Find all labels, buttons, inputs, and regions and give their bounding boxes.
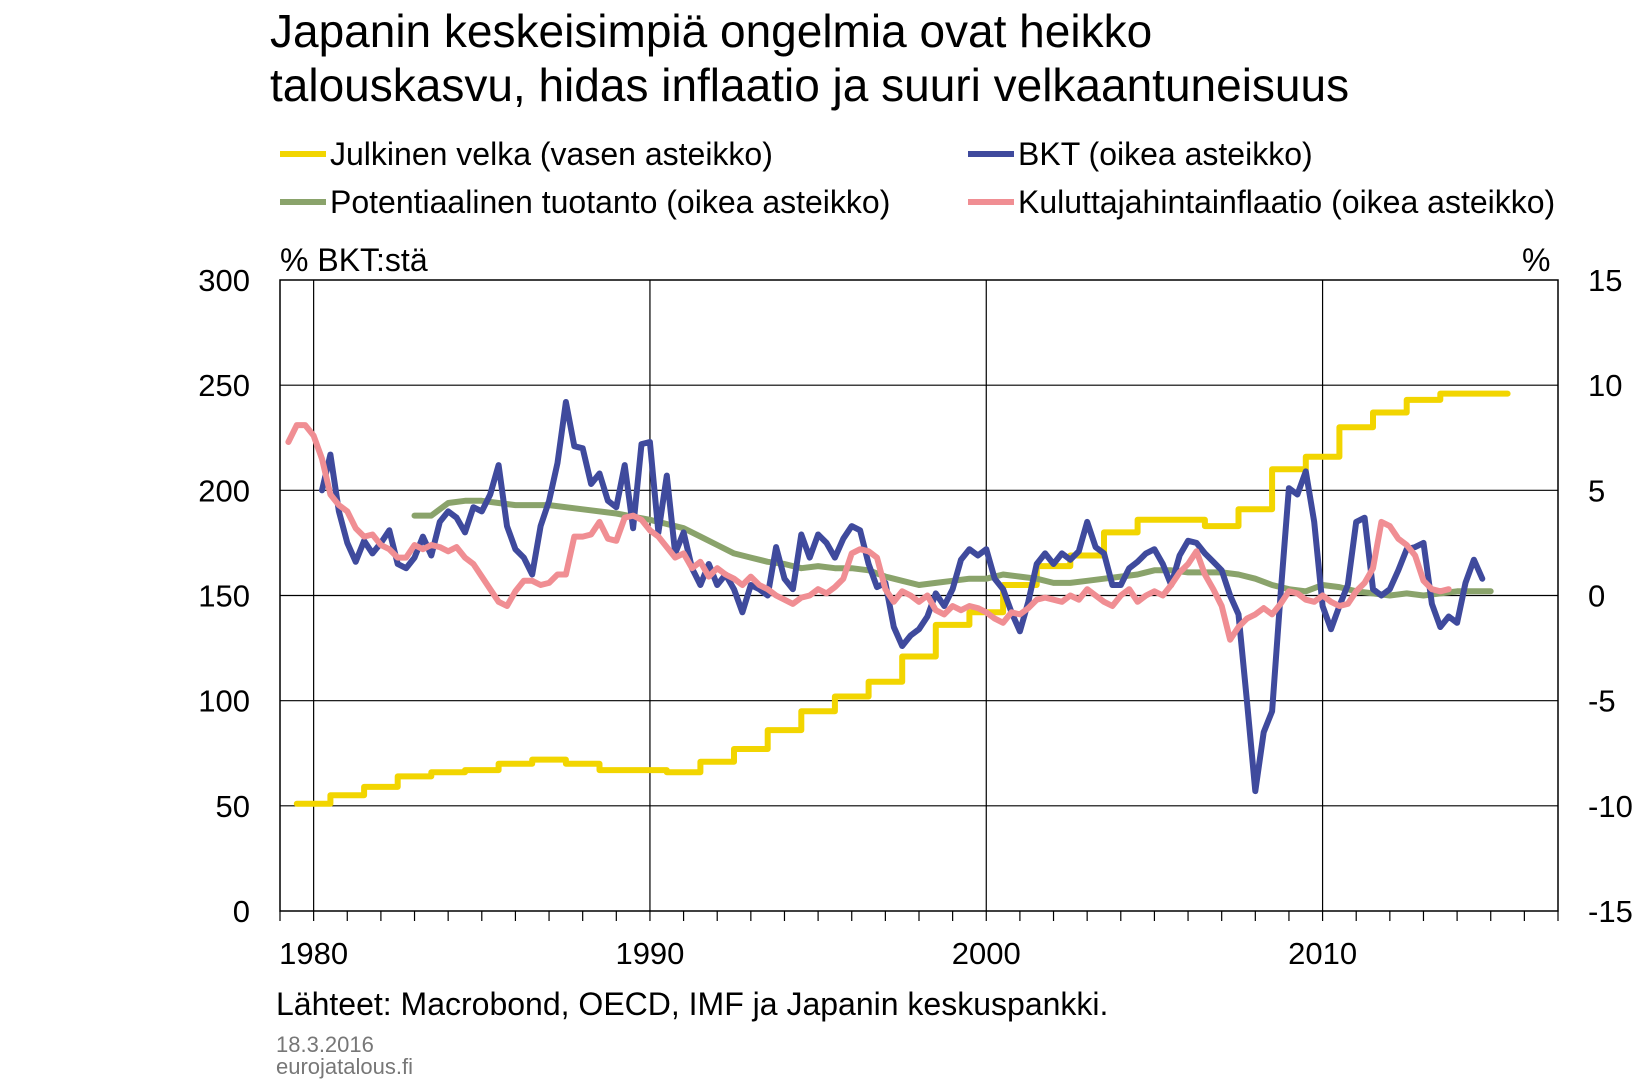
legend-label-velka: Julkinen velka (vasen asteikko) [330, 136, 773, 172]
publish-date: 18.3.2016 [276, 1032, 374, 1057]
left-tick-label: 200 [198, 473, 250, 508]
x-tick-label: 2000 [952, 936, 1021, 971]
x-tick-label: 2010 [1288, 936, 1357, 971]
series-line-velka [293, 390, 1511, 807]
plot-frame [279, 279, 1559, 912]
legend-item-potential: Potentiaalinen tuotanto (oikea asteikko) [280, 184, 890, 221]
legend-item-bkt: BKT (oikea asteikko) [968, 136, 1313, 173]
legend-label-bkt: BKT (oikea asteikko) [1018, 136, 1313, 172]
legend-swatch-inflation [968, 198, 1014, 205]
right-tick-label: -10 [1588, 789, 1633, 824]
right-tick-label: -5 [1588, 684, 1616, 719]
legend-item-inflation: Kuluttajahintainflaatio (oikea asteikko) [968, 184, 1555, 221]
series-line-bkt [319, 399, 1486, 795]
right-tick-label: 0 [1588, 579, 1605, 614]
site-name: eurojatalous.fi [276, 1054, 413, 1079]
x-tick-label: 1990 [615, 936, 684, 971]
right-axis-label: % [1522, 242, 1551, 278]
legend-label-inflation: Kuluttajahintainflaatio (oikea asteikko) [1018, 184, 1556, 220]
legend-swatch-velka [280, 150, 326, 157]
left-tick-label: 300 [198, 263, 250, 298]
legend-swatch-potential [280, 198, 326, 205]
left-axis-label: % BKT:stä [280, 242, 428, 278]
left-tick-label: 0 [233, 894, 250, 929]
legend-label-potential: Potentiaalinen tuotanto (oikea asteikko) [330, 184, 891, 220]
legend-swatch-bkt [968, 150, 1014, 157]
chart-title: Japanin keskeisimpiä ongelmia ovat heikk… [270, 4, 1349, 112]
right-tick-label: 10 [1588, 368, 1622, 403]
right-tick-label: 15 [1588, 263, 1622, 298]
right-tick-label: 5 [1588, 473, 1605, 508]
title-line-1: Japanin keskeisimpiä ongelmia ovat heikk… [270, 5, 1153, 57]
left-tick-label: 250 [198, 368, 250, 403]
legend-item-velka: Julkinen velka (vasen asteikko) [280, 136, 773, 173]
left-tick-label: 100 [198, 684, 250, 719]
right-tick-label: -15 [1588, 894, 1633, 929]
left-tick-label: 50 [216, 789, 250, 824]
series-line-inflation [285, 422, 1452, 643]
left-tick-label: 150 [198, 579, 250, 614]
title-line-2: talouskasvu, hidas inflaatio ja suuri ve… [270, 59, 1350, 111]
x-tick-label: 1980 [279, 936, 348, 971]
source-note: Lähteet: Macrobond, OECD, IMF ja Japanin… [276, 986, 1109, 1022]
